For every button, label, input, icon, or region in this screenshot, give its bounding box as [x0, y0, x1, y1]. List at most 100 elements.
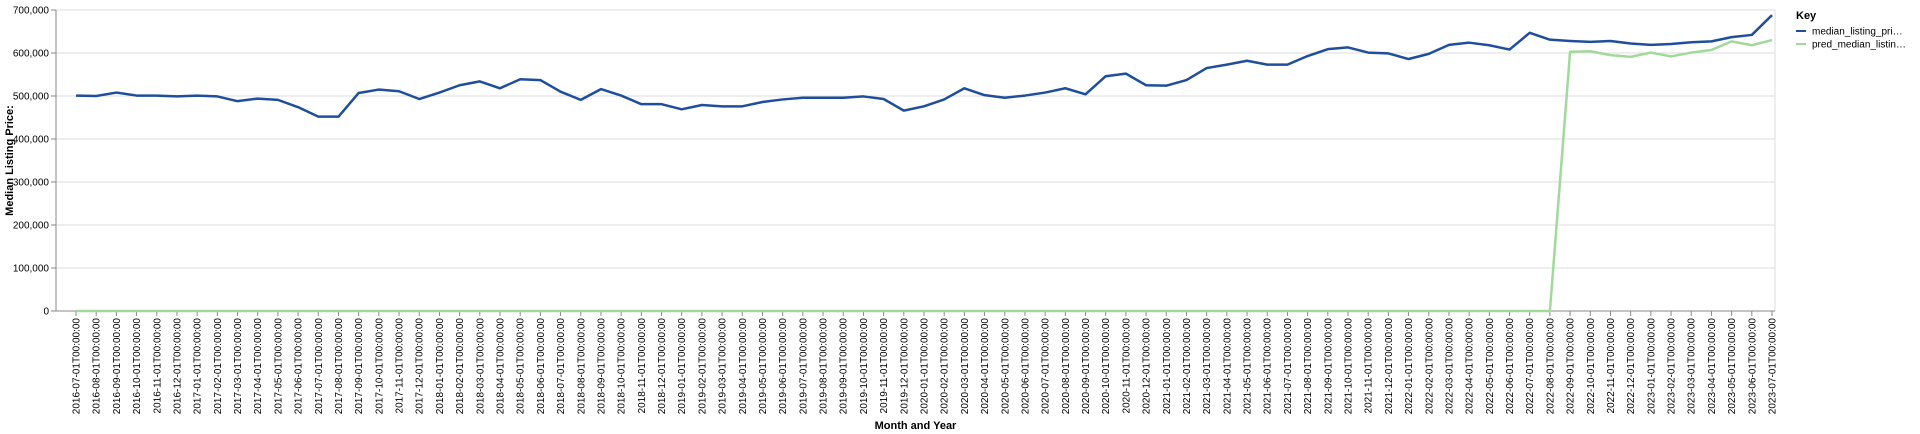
x-tick-label: 2022-07-01T00:00:00 — [1525, 318, 1536, 415]
x-tick-label: 2023-03-01T00:00:00 — [1687, 318, 1698, 415]
x-tick-label: 2022-01-01T00:00:00 — [1404, 318, 1415, 415]
x-axis-title: Month and Year — [875, 420, 957, 432]
y-tick-label: 200,000 — [13, 221, 50, 232]
series-line — [75, 14, 1773, 118]
x-tick-label: 2020-04-01T00:00:00 — [980, 318, 991, 415]
x-tick-label: 2021-03-01T00:00:00 — [1202, 318, 1213, 415]
x-tick-label: 2022-04-01T00:00:00 — [1465, 318, 1476, 415]
x-tick-label: 2019-03-01T00:00:00 — [718, 318, 729, 415]
x-tick-label: 2018-01-01T00:00:00 — [435, 318, 446, 415]
x-tick-label: 2019-09-01T00:00:00 — [839, 318, 850, 415]
x-tick-label: 2021-08-01T00:00:00 — [1303, 318, 1314, 415]
x-tick-label: 2021-07-01T00:00:00 — [1283, 318, 1294, 415]
x-tick-label: 2021-09-01T00:00:00 — [1323, 318, 1334, 415]
x-tick-label: 2018-08-01T00:00:00 — [576, 318, 587, 415]
x-tick-label: 2020-01-01T00:00:00 — [920, 318, 931, 415]
x-tick-label: 2018-07-01T00:00:00 — [556, 318, 567, 415]
y-axis-title: Median Listing Price: — [4, 105, 16, 216]
x-tick-label: 2022-10-01T00:00:00 — [1586, 318, 1597, 415]
x-tick-label: 2023-04-01T00:00:00 — [1707, 318, 1718, 415]
x-tick-label: 2021-01-01T00:00:00 — [1162, 318, 1173, 415]
y-tick-label: 0 — [43, 307, 49, 318]
x-tick-label: 2016-09-01T00:00:00 — [112, 318, 123, 415]
x-tick-label: 2018-06-01T00:00:00 — [536, 318, 547, 415]
x-tick-label: 2023-02-01T00:00:00 — [1667, 318, 1678, 415]
x-tick-label: 2018-12-01T00:00:00 — [657, 318, 668, 415]
x-tick-label: 2019-04-01T00:00:00 — [738, 318, 749, 415]
x-tick-label: 2020-12-01T00:00:00 — [1142, 318, 1153, 415]
x-tick-label: 2017-12-01T00:00:00 — [415, 318, 426, 415]
series-line — [76, 38, 1773, 313]
x-tick-label: 2019-11-01T00:00:00 — [879, 318, 890, 414]
x-tick-label: 2019-01-01T00:00:00 — [677, 318, 688, 415]
x-tick-label: 2020-03-01T00:00:00 — [960, 318, 971, 415]
x-tick-label: 2021-04-01T00:00:00 — [1222, 318, 1233, 415]
x-tick-label: 2020-05-01T00:00:00 — [1000, 318, 1011, 415]
x-tick-label: 2021-06-01T00:00:00 — [1263, 318, 1274, 415]
x-tick-label: 2017-07-01T00:00:00 — [314, 318, 325, 415]
legend: Key median_listing_pri… pred_median_listi… — [1796, 10, 1906, 51]
legend-label: pred_median_listin… — [1812, 40, 1906, 51]
x-tick-label: 2020-07-01T00:00:00 — [1041, 318, 1052, 415]
x-tick-label: 2021-10-01T00:00:00 — [1344, 318, 1355, 415]
x-tick-label: 2022-08-01T00:00:00 — [1545, 318, 1556, 415]
legend-title: Key — [1796, 10, 1817, 22]
legend-label: median_listing_pri… — [1812, 27, 1903, 38]
x-tick-label: 2018-02-01T00:00:00 — [455, 318, 466, 415]
x-tick-label: 2023-05-01T00:00:00 — [1727, 318, 1738, 415]
x-tick-label: 2019-02-01T00:00:00 — [697, 318, 708, 415]
x-tick-label: 2018-09-01T00:00:00 — [596, 318, 607, 415]
x-tick-label: 2020-06-01T00:00:00 — [1020, 318, 1031, 415]
y-tick-label: 600,000 — [13, 49, 50, 60]
x-tick-label: 2021-05-01T00:00:00 — [1243, 318, 1254, 415]
x-tick-label: 2020-02-01T00:00:00 — [940, 318, 951, 415]
x-tick-label: 2017-04-01T00:00:00 — [253, 318, 264, 415]
plot-frame — [55, 9, 1776, 312]
series-lines — [75, 14, 1773, 313]
x-tick-label: 2018-03-01T00:00:00 — [475, 318, 486, 415]
x-tick-label: 2017-06-01T00:00:00 — [294, 318, 305, 415]
x-tick-label: 2020-10-01T00:00:00 — [1101, 318, 1112, 415]
x-tick-label: 2018-04-01T00:00:00 — [496, 318, 507, 415]
y-axis: 0 100,000 200,000 300,000 400,000 500,000 600,… — [13, 6, 57, 318]
x-tick-label: 2016-08-01T00:00:00 — [92, 318, 103, 415]
y-tick-label: 400,000 — [13, 135, 50, 146]
x-tick-label: 2022-02-01T00:00:00 — [1424, 318, 1435, 415]
x-tick-label: 2021-12-01T00:00:00 — [1384, 318, 1395, 415]
x-tick-label: 2017-09-01T00:00:00 — [354, 318, 365, 415]
x-tick-label: 2017-08-01T00:00:00 — [334, 318, 345, 415]
y-tick-label: 700,000 — [13, 6, 50, 17]
x-tick-label: 2018-11-01T00:00:00 — [637, 318, 648, 414]
y-tick-label: 500,000 — [13, 92, 50, 103]
x-tick-label: 2018-10-01T00:00:00 — [617, 318, 628, 415]
gridlines — [55, 9, 1776, 312]
y-tick-label: 300,000 — [13, 178, 50, 189]
x-tick-label: 2022-03-01T00:00:00 — [1444, 318, 1455, 415]
y-tick-label: 100,000 — [13, 264, 50, 275]
x-tick-label: 2020-08-01T00:00:00 — [1061, 318, 1072, 415]
x-tick-label: 2019-07-01T00:00:00 — [798, 318, 809, 415]
x-tick-label: 2017-02-01T00:00:00 — [213, 318, 224, 415]
x-tick-label: 2022-06-01T00:00:00 — [1505, 318, 1516, 415]
x-tick-label: 2019-12-01T00:00:00 — [899, 318, 910, 415]
x-tick-label: 2022-05-01T00:00:00 — [1485, 318, 1496, 415]
x-tick-label: 2016-07-01T00:00:00 — [72, 318, 83, 415]
x-tick-label: 2020-11-01T00:00:00 — [1121, 318, 1132, 414]
x-tick-label: 2017-05-01T00:00:00 — [273, 318, 284, 415]
x-tick-label: 2017-03-01T00:00:00 — [233, 318, 244, 415]
x-tick-label: 2022-11-01T00:00:00 — [1606, 318, 1617, 414]
x-tick-label: 2019-08-01T00:00:00 — [819, 318, 830, 415]
x-tick-label: 2022-12-01T00:00:00 — [1626, 318, 1637, 415]
x-tick-label: 2018-05-01T00:00:00 — [516, 318, 527, 415]
x-tick-label: 2019-06-01T00:00:00 — [778, 318, 789, 415]
x-tick-label: 2016-12-01T00:00:00 — [172, 318, 183, 415]
x-tick-label: 2017-11-01T00:00:00 — [395, 318, 406, 414]
x-tick-label: 2019-10-01T00:00:00 — [859, 318, 870, 415]
x-tick-label: 2023-01-01T00:00:00 — [1646, 318, 1657, 415]
x-tick-label: 2016-10-01T00:00:00 — [132, 318, 143, 415]
x-tick-label: 2019-05-01T00:00:00 — [758, 318, 769, 415]
x-tick-label: 2020-09-01T00:00:00 — [1081, 318, 1092, 415]
x-tick-label: 2017-10-01T00:00:00 — [374, 318, 385, 415]
x-tick-label: 2023-06-01T00:00:00 — [1747, 318, 1758, 415]
